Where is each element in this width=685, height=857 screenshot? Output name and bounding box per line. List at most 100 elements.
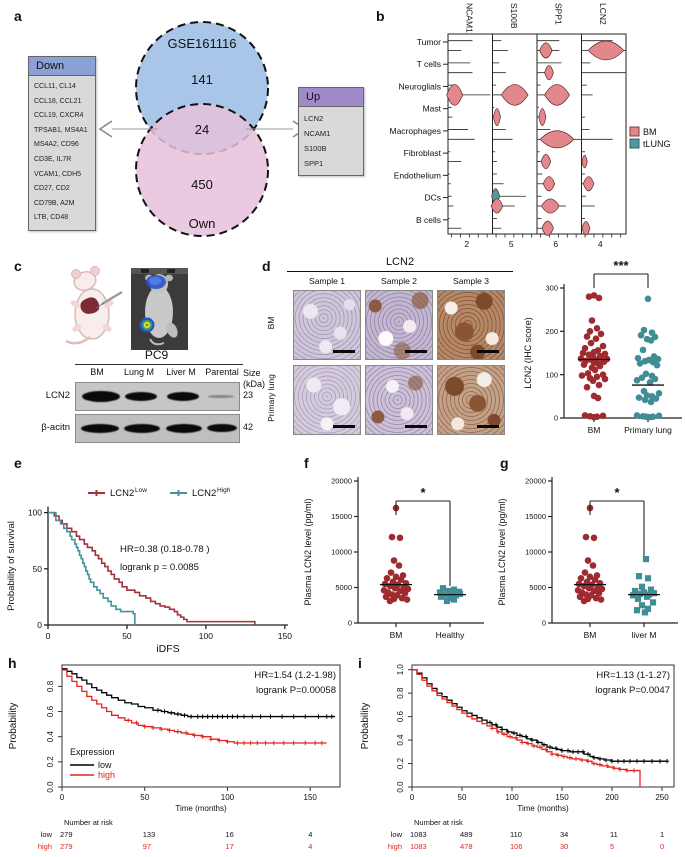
group-label: BM xyxy=(588,425,601,435)
km-curve-LCN2-low xyxy=(48,511,256,625)
x-axis-label: iDFS xyxy=(156,643,179,655)
cell-line-label: PC9 xyxy=(144,348,169,362)
group-label: liver M xyxy=(631,630,656,640)
western-blot-lcn2-strip xyxy=(75,382,240,411)
cell-type-label: Mast xyxy=(423,104,442,114)
cell-type-label: Macrophages xyxy=(389,126,441,136)
lane-label-Parental: Parental xyxy=(205,367,239,377)
violin-shape xyxy=(490,198,504,214)
legend-gene: LCN2 xyxy=(110,488,134,499)
hr-text: HR=0.38 (0.18-0.78 ) xyxy=(120,544,210,555)
risk-count: 1083 xyxy=(410,830,427,839)
y-tick-label: 0.0 xyxy=(46,781,55,793)
y-tick-label: 20000 xyxy=(331,477,352,486)
ihc-image-lung-2 xyxy=(365,365,433,435)
violin-plot: NCAM1 2 S100B 5 SPP1 6 LCN2 4 Tumor T cells Neurog… xyxy=(389,3,671,249)
up-gene-item: SPP1 xyxy=(304,159,324,168)
violin-column-LCN2 xyxy=(581,33,627,235)
sample-label: Sample 3 xyxy=(453,276,489,286)
violin-shape xyxy=(542,176,556,192)
y-tick-label: 0 xyxy=(348,619,352,628)
y-axis-label: Probability xyxy=(360,703,371,750)
panel-a: a GSE161116 141 24 450 Own Down CCL11, C… xyxy=(0,0,370,250)
panel-label-c: c xyxy=(14,258,22,274)
x-tick-label: 200 xyxy=(605,793,619,802)
gene-label: S100B xyxy=(509,3,519,29)
sample-label: Sample 2 xyxy=(381,276,417,286)
group-label: BM xyxy=(390,630,403,640)
x-tick-label: 250 xyxy=(655,793,669,802)
panel-b: b NCAM1 2 S100B 5 SPP1 6 LCN2 4 Tumor T cells Neur… xyxy=(370,0,685,250)
size-header-2: (kDa) xyxy=(243,379,265,389)
hr-text: HR=1.13 (1-1.27) xyxy=(596,670,670,681)
y-axis-label: Probability xyxy=(8,703,19,750)
ihc-row-label: Primary lung xyxy=(266,374,276,422)
panel-c: c xyxy=(0,250,265,455)
scale-bar xyxy=(333,350,355,353)
violin-shape xyxy=(539,130,575,149)
violin-column-NCAM1 xyxy=(447,33,493,235)
censor-marks-low xyxy=(155,708,334,719)
down-gene-item: LTB, CD48 xyxy=(34,214,69,222)
scatter-group-BM xyxy=(380,504,412,605)
risk-count: 16 xyxy=(225,830,233,839)
ihc-image-lung-1 xyxy=(293,365,361,435)
censor-marks-high xyxy=(125,718,324,746)
panel-label-a: a xyxy=(14,8,22,24)
mouse-bioluminescence-image xyxy=(131,268,188,350)
ihc-image-bm-2 xyxy=(365,290,433,360)
down-gene-item: CCL18, CCL21 xyxy=(34,97,82,105)
panel-label-h: h xyxy=(8,655,17,671)
y-axis-label: Plasma LCN2 level (pg/ml) xyxy=(303,498,313,605)
y-tick-label: 0.6 xyxy=(396,711,405,723)
blot-row-name: LCN2 xyxy=(45,390,70,401)
y-tick-label: 0 xyxy=(554,414,558,423)
y-tick-label: 5000 xyxy=(529,583,546,592)
up-box-items: LCN2 NCAM1 S100B SPP1 xyxy=(299,107,363,175)
scatter-group-BM xyxy=(577,292,611,421)
risk-row-label: low xyxy=(391,830,403,839)
y-tick-label: 0.4 xyxy=(396,734,405,746)
risk-count: 11 xyxy=(610,830,618,839)
x-axis-label: Time (months) xyxy=(517,804,569,813)
logrank-text: logrank P=0.00058 xyxy=(256,685,336,696)
y-tick-label: 0.4 xyxy=(46,731,55,743)
x-tick-label: 2 xyxy=(464,239,469,249)
y-tick-label: 0.8 xyxy=(46,680,55,692)
violin-shape xyxy=(500,84,529,106)
ihc-title-rule xyxy=(287,271,513,273)
scatter-group-liver M xyxy=(629,556,658,616)
y-tick-label: 100 xyxy=(28,508,42,518)
risk-count: 106 xyxy=(510,842,523,851)
km-plot-i: 0 50 100 150 200 2500.00.20.40.60.81.0Probabi… xyxy=(360,664,675,851)
cell-type-label: T cells xyxy=(417,59,441,69)
violin-shape xyxy=(493,108,501,127)
lane-label-BM: BM xyxy=(90,367,104,377)
legend-label-low: low xyxy=(98,760,112,770)
panel-g: g 0 5000 10000 15000 20000 Plasma LCN2 level … xyxy=(492,455,685,658)
y-tick-label: 15000 xyxy=(331,512,352,521)
legend-label-tlung: tLUNG xyxy=(643,139,671,149)
legend-level: Low xyxy=(135,487,147,494)
legend-swatch-bm xyxy=(629,126,640,137)
venn-bottom-set-label: Own xyxy=(189,216,216,231)
y-tick-label: 10000 xyxy=(331,548,352,557)
plot-frame xyxy=(61,664,341,788)
risk-count: 279 xyxy=(60,842,73,851)
cell-type-label: DCs xyxy=(424,193,441,203)
y-axis-label: Probability of survival xyxy=(6,521,17,611)
risk-count: 1 xyxy=(660,830,664,839)
risk-row-label: low xyxy=(41,830,53,839)
risk-count: 97 xyxy=(143,842,151,851)
y-tick-label: 50 xyxy=(33,564,43,574)
venn-bottom-count: 450 xyxy=(191,177,213,192)
x-tick-label: 50 xyxy=(140,793,149,802)
down-gene-item: CD27, CD2 xyxy=(34,185,70,193)
down-gene-item: CCL11, CL14 xyxy=(34,83,76,90)
panel-h: h 0 50 100 150 0.0 0.2 0.4 0.6 0.8 Probability Tim… xyxy=(0,655,358,857)
y-tick-label: 0.8 xyxy=(396,687,405,699)
down-gene-item: VCAM1, CDH5 xyxy=(34,170,82,178)
violin-shape xyxy=(581,221,591,236)
down-gene-item: TPSAB1, MS4A1 xyxy=(34,126,88,134)
